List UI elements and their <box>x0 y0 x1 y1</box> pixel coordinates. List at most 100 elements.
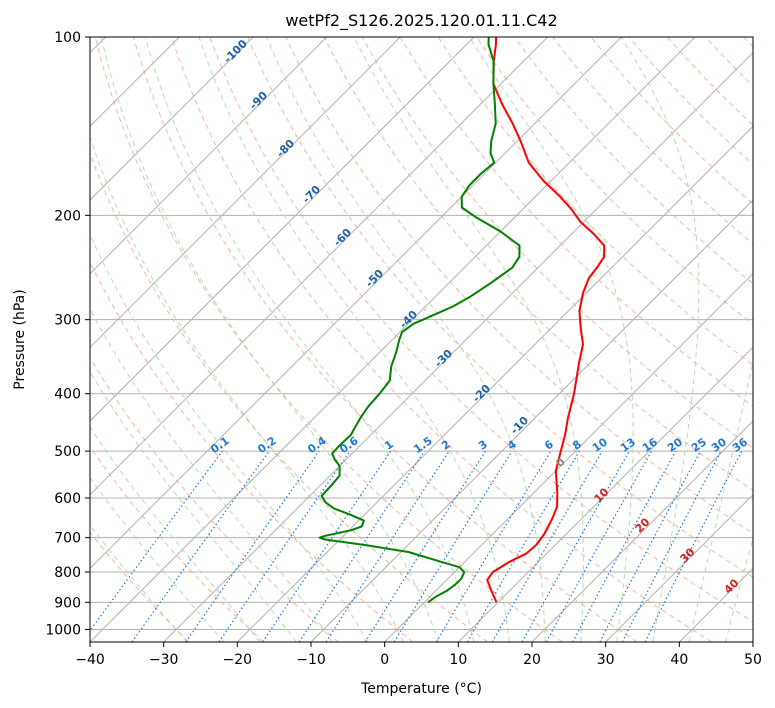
isotherm-line <box>90 37 475 422</box>
moist-adiabat-label: -30 <box>432 347 455 370</box>
dry-adiabat-line <box>132 37 638 642</box>
dewpoint-line <box>318 37 521 604</box>
moist-adiabat-line <box>620 37 700 642</box>
plot-frame <box>89 36 754 643</box>
dry-adiabat-line <box>514 37 753 285</box>
moist-adiabat-label: -90 <box>247 89 270 112</box>
x-tick-label: −20 <box>223 652 253 668</box>
x-tick-label: 0 <box>380 652 389 668</box>
x-tick-label: 10 <box>449 652 467 668</box>
mixing-ratio-label: 3 <box>476 438 490 453</box>
moist-adiabat-label: -10 <box>508 414 531 437</box>
y-tick-label: 900 <box>54 595 81 611</box>
mixing-ratio-label: 30 <box>709 435 729 455</box>
moist-adiabat-label: -100 <box>221 37 250 66</box>
temperature-line <box>486 37 606 603</box>
dry-adiabat-line <box>552 37 753 245</box>
moist-adiabat-line <box>90 426 261 642</box>
moist-adiabat-line <box>353 37 584 642</box>
mixing-ratio-label: 0.1 <box>208 434 231 456</box>
y-tick-label: 300 <box>54 313 81 329</box>
mixing-ratio-label: 20 <box>665 435 685 455</box>
moist-adiabat-line <box>100 37 439 642</box>
dry-adiabat-line <box>437 37 753 366</box>
y-tick-label: 800 <box>54 565 81 581</box>
mixing-ratio-line <box>599 450 702 642</box>
dry-adiabat-line <box>90 260 414 642</box>
moist-adiabat-line <box>90 524 188 642</box>
moist-adiabat-label: -70 <box>300 183 323 206</box>
x-axis-ticks: −40 −30 −20 −10 0 10 20 30 40 50 <box>75 642 762 668</box>
mixing-ratio-line <box>364 450 486 642</box>
dry-adiabat-label: 40 <box>722 576 742 596</box>
x-tick-label: 50 <box>744 652 762 668</box>
mixing-ratio-label: 2 <box>439 438 453 453</box>
moist-adiabat-label: -20 <box>470 382 493 405</box>
moist-adiabat-label: -40 <box>397 308 420 331</box>
y-tick-label: 600 <box>54 491 81 507</box>
y-tick-label: 200 <box>54 208 81 224</box>
mixing-ratio-lines <box>90 450 743 642</box>
moist-adiabat-label: -80 <box>274 137 297 160</box>
y-axis-ticks: 100 200 300 400 500 600 700 800 900 1000 <box>45 30 90 638</box>
dry-adiabat-line <box>90 152 488 642</box>
x-tick-label: −10 <box>296 652 326 668</box>
dry-adiabat-line <box>704 37 753 87</box>
x-tick-label: 40 <box>670 652 688 668</box>
mixing-ratio-label: 0.4 <box>305 434 329 456</box>
mixing-ratio-line <box>545 450 653 642</box>
dry-adiabat-label: 0 <box>553 455 568 470</box>
dry-adiabat-line <box>171 37 712 642</box>
x-tick-label: −40 <box>75 652 105 668</box>
dry-adiabat-line <box>94 37 563 642</box>
moist-adiabat-line <box>90 476 225 642</box>
y-tick-label: 400 <box>54 387 81 403</box>
isotherm-line <box>752 641 753 642</box>
mixing-ratio-label: 4 <box>505 437 519 452</box>
mixing-ratio-label: 0.2 <box>255 434 278 456</box>
isotherm-line <box>90 37 622 570</box>
y-tick-label: 100 <box>54 30 81 46</box>
isotherm-lines <box>90 37 753 642</box>
mixing-ratio-line <box>262 450 392 642</box>
mixing-ratio-line <box>298 450 425 642</box>
dry-adiabat-line <box>90 446 264 642</box>
y-tick-label: 700 <box>54 531 81 547</box>
moist-adiabat-lines <box>90 37 753 642</box>
dry-adiabat-line <box>743 37 753 48</box>
mixing-ratio-label: 13 <box>618 435 638 454</box>
mixing-ratio-line <box>131 450 270 642</box>
y-tick-label: 1000 <box>45 622 81 638</box>
mixing-ratio-line <box>644 450 743 642</box>
mixing-ratio-label: 10 <box>590 435 610 455</box>
mixing-ratio-label: 25 <box>689 435 709 454</box>
dry-adiabat-label: 20 <box>633 515 653 535</box>
moist-adiabat-line <box>144 37 475 642</box>
isotherm-line <box>90 37 254 201</box>
isotherm-line <box>90 37 401 349</box>
mixing-ratio-label: 6 <box>542 437 556 452</box>
moist-adiabat-line <box>266 37 546 642</box>
isotherm-line <box>90 37 328 275</box>
isotherm-line <box>163 51 753 642</box>
isotherm-line <box>310 199 753 642</box>
moist-adiabat-line <box>688 358 753 642</box>
x-tick-label: 20 <box>523 652 541 668</box>
y-tick-label: 500 <box>54 444 81 460</box>
dry-adiabat-line <box>361 37 753 449</box>
mixing-ratio-line <box>218 450 351 642</box>
mixing-ratio-line <box>90 450 223 632</box>
pressure-grid-lines <box>90 37 753 630</box>
isotherm-line <box>531 420 753 642</box>
x-tick-label: −30 <box>149 652 179 668</box>
mixing-ratio-label: 16 <box>640 435 660 455</box>
mixing-ratio-line <box>393 450 513 642</box>
chart-title: wetPf2_S126.2025.120.01.11.C42 <box>285 11 557 31</box>
dry-adiabat-label: 10 <box>592 485 612 505</box>
moist-adiabat-line <box>725 536 753 642</box>
x-axis-label: Temperature (°C) <box>360 681 482 697</box>
mixing-ratio-line <box>521 450 631 642</box>
mixing-ratio-label: 1.5 <box>411 434 434 456</box>
mixing-ratio-label: 0.6 <box>337 434 361 456</box>
